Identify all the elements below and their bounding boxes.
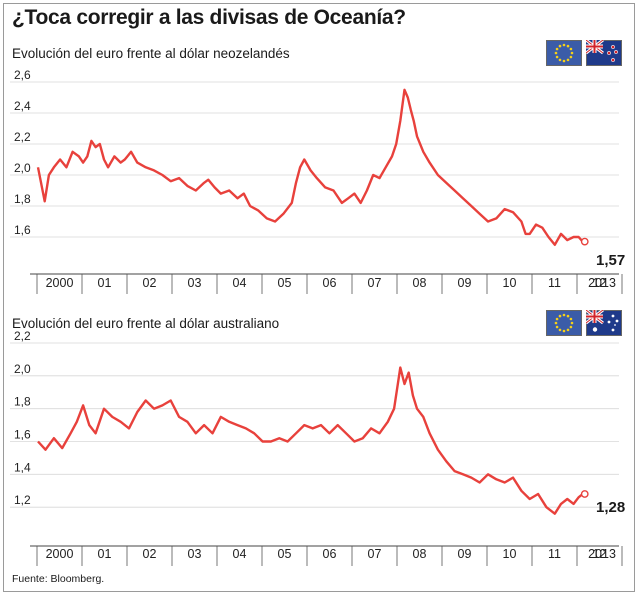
y-tick-label: 2,6 [14, 68, 31, 82]
eu-star-icon [558, 44, 562, 48]
x-tick-label: 2013 [588, 276, 616, 290]
x-tick-label: 05 [278, 547, 292, 561]
x-tick-label: 09 [458, 547, 472, 561]
x-tick-label: 07 [368, 547, 382, 561]
x-tick-label: 11 [548, 276, 561, 290]
eu-star-icon [569, 325, 573, 329]
x-tick-label: 01 [98, 276, 112, 290]
end-point-marker [580, 490, 589, 498]
y-tick-label: 2,0 [14, 362, 31, 376]
eu-star-icon [555, 55, 559, 59]
eu-star-icon [569, 47, 573, 51]
x-tick-label: 10 [503, 276, 517, 290]
eu-star-icon [555, 47, 559, 51]
x-tick-label: 05 [278, 276, 292, 290]
eu-star-icon [562, 59, 566, 63]
eu-star-icon [558, 58, 562, 62]
x-tick-label: 09 [458, 276, 472, 290]
x-tick-label: 04 [233, 276, 247, 290]
x-tick-label: 11 [548, 547, 561, 561]
x-tick-label: 2000 [46, 547, 74, 561]
x-tick-label: 03 [188, 276, 202, 290]
y-tick-label: 1,4 [14, 460, 31, 474]
x-tick-label: 08 [413, 276, 427, 290]
eu-star-icon [554, 51, 558, 55]
x-tick-label: 02 [143, 276, 157, 290]
y-tick-label: 1,8 [14, 192, 31, 206]
x-tick-label: 10 [503, 547, 517, 561]
eu-star-icon [562, 313, 566, 317]
eu-star-icon [566, 314, 570, 318]
eu-star-icon [569, 55, 573, 59]
x-tick-label: 08 [413, 547, 427, 561]
x-tick-label: 12 [593, 276, 607, 290]
eu-star-icon [566, 44, 570, 48]
page-title: ¿Toca corregir a las divisas de Oceanía? [12, 6, 406, 29]
eu-star-icon [558, 314, 562, 318]
x-tick-label: 2000 [46, 276, 74, 290]
eu-flag-icon [546, 40, 582, 66]
y-tick-label: 2,2 [14, 329, 31, 343]
y-tick-label: 1,2 [14, 493, 31, 507]
x-tick-label: 07 [368, 276, 382, 290]
eu-star-icon [570, 51, 574, 55]
x-tick-label: 06 [323, 547, 337, 561]
australia-flag-icon [586, 310, 622, 336]
x-tick-label: 04 [233, 547, 247, 561]
y-tick-label: 1,6 [14, 223, 31, 237]
y-tick-label: 2,2 [14, 130, 31, 144]
eu-star-icon [566, 328, 570, 332]
eu-star-icon [569, 317, 573, 321]
series-line [37, 366, 584, 515]
series-line [36, 88, 584, 246]
outer-frame [3, 3, 635, 592]
eu-star-icon [555, 317, 559, 321]
eu-flag-icon [546, 310, 582, 336]
end-point-marker [580, 237, 589, 246]
chart-2-title: Evolución del euro frente al dólar austr… [12, 316, 280, 331]
x-tick-label: 12 [593, 547, 607, 561]
x-tick-label: 06 [323, 276, 337, 290]
end-value-label: 1,28 [596, 499, 625, 516]
y-tick-label: 2,4 [14, 99, 31, 113]
eu-star-icon [566, 58, 570, 62]
eu-star-icon [555, 325, 559, 329]
x-tick-label: 03 [188, 547, 202, 561]
new-zealand-flag-icon [586, 40, 622, 66]
chart-2-flags [546, 310, 622, 336]
chart-1-flags [546, 40, 622, 66]
x-tick-label: 01 [98, 547, 112, 561]
eu-star-icon [554, 321, 558, 325]
chart-nzd: 2,6 2,4 2,2 2,0 1,8 1,6 2000 01 02 03 04 05 06 07 08 09… [10, 68, 625, 294]
y-tick-label: 1,8 [14, 395, 31, 409]
chart-1-title: Evolución del euro frente al dólar neoze… [12, 46, 290, 61]
eu-star-icon [558, 328, 562, 332]
y-tick-label: 1,6 [14, 428, 31, 442]
eu-star-icon [562, 43, 566, 47]
x-tick-label: 2013 [588, 547, 616, 561]
eu-star-icon [562, 329, 566, 333]
source-note: Fuente: Bloomberg. [12, 573, 105, 585]
end-value-label: 1,57 [596, 252, 625, 269]
eu-star-icon [570, 321, 574, 325]
y-tick-label: 2,0 [14, 161, 31, 175]
x-tick-label: 02 [143, 547, 157, 561]
chart-aud: 2,2 2,0 1,8 1,6 1,4 1,2 2000 01 02 03 04 05 06 07 08 09… [10, 329, 625, 566]
